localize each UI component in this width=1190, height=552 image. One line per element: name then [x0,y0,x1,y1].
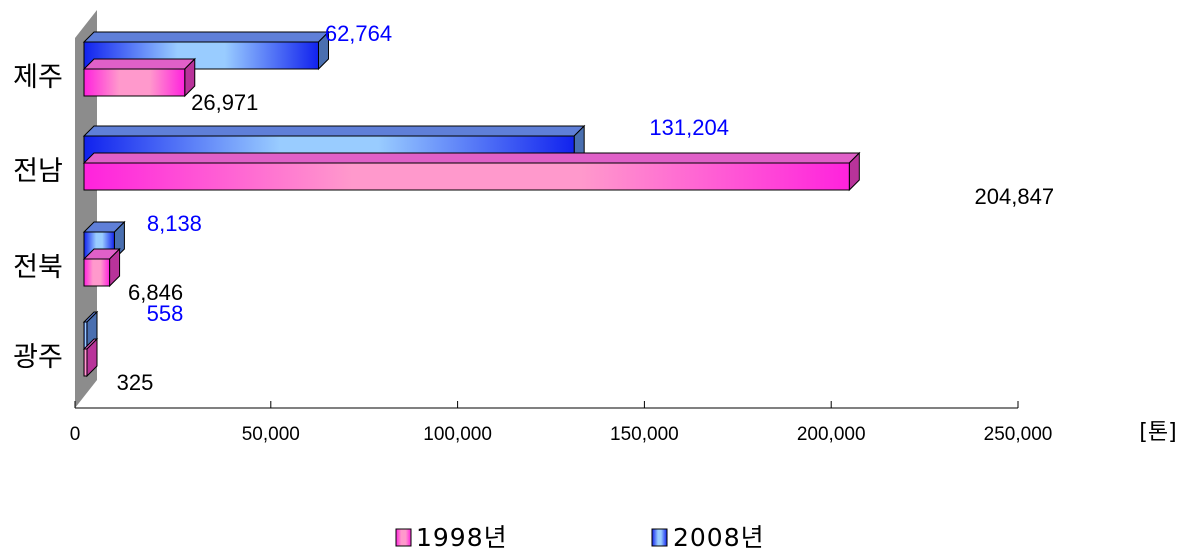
bar-1998-0 [82,57,196,98]
value-label-1998-2: 6,846 [128,280,183,305]
bar-1998-2 [82,247,121,288]
x-tick-label-200000: 200,000 [797,424,866,445]
value-label-1998-3: 325 [117,370,154,395]
legend-label-1998: 1998년 [416,523,508,552]
category-label-3: 광주 [13,342,63,373]
category-label-1: 전남 [13,156,63,187]
legend-item-1998: 1998년 [395,523,508,552]
x-tick-label-250000: 250,000 [984,424,1053,445]
value-label-1998-1: 204,847 [975,184,1055,209]
category-label-2: 전북 [13,252,63,283]
x-tick-label-50000: 50,000 [242,424,300,445]
bar-1998-1 [82,151,861,192]
legend-label-2008: 2008년 [673,523,765,552]
x-tick-label-0: 0 [70,424,81,445]
value-label-2008-1: 131,204 [649,115,729,140]
x-tick-label-150000: 150,000 [610,424,679,445]
value-label-2008-3: 558 [147,301,184,326]
legend-item-2008: 2008년 [651,523,765,552]
legend: 1998년 2008년 [395,523,765,552]
value-label-1998-0: 26,971 [191,90,258,115]
unit-label: [톤] [1139,420,1176,445]
value-label-2008-0: 62,764 [325,21,392,46]
bars [82,30,861,378]
x-axis-ticks: 0 50,000 100,000 150,000 200,000 250,000 [70,401,1053,445]
bar-1998-3 [82,337,99,378]
x-tick-label-100000: 100,000 [423,424,492,445]
legend-swatch-2008 [651,528,668,547]
chart-back-wall [75,10,97,408]
value-label-2008-2: 8,138 [147,211,202,236]
legend-swatch-1998 [395,528,412,547]
category-label-0: 제주 [13,62,63,93]
